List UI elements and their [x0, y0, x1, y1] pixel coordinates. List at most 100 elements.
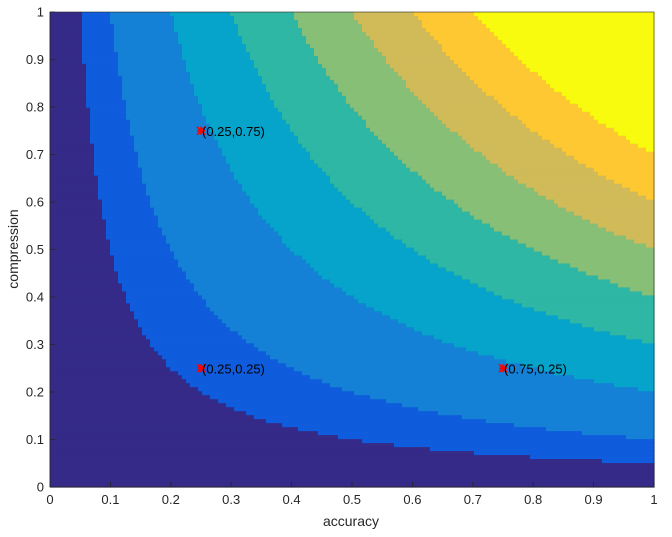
contour-band-cell — [558, 203, 655, 209]
contour-band-cell — [230, 167, 323, 173]
contour-band-cell — [422, 23, 487, 29]
contour-band-cell — [462, 275, 599, 281]
contour-band-cell — [226, 155, 311, 161]
contour-band-cell — [490, 27, 555, 33]
contour-band-cell — [50, 263, 115, 269]
contour-band-cell — [178, 35, 243, 41]
contour-band-cell — [214, 131, 295, 137]
contour-band-cell — [346, 291, 495, 296]
contour-band-cell — [86, 63, 119, 69]
contour-band-cell — [354, 12, 415, 17]
contour-band-cell — [122, 87, 195, 93]
contour-band-cell — [278, 231, 391, 237]
contour-band-cell — [494, 355, 655, 360]
contour-band-cell — [338, 87, 411, 93]
contour-band-cell — [50, 447, 431, 452]
contour-band-cell — [82, 35, 115, 41]
contour-band-cell — [258, 347, 467, 352]
contour-band-cell — [202, 103, 275, 109]
contour-band-cell — [314, 267, 447, 273]
contour-band-cell — [50, 59, 83, 65]
contour-band-cell — [174, 251, 295, 257]
contour-band-cell — [114, 259, 179, 265]
contour-band-cell — [398, 155, 487, 161]
contour-band-cell — [122, 75, 191, 81]
contour-band-cell — [270, 223, 379, 229]
contour-band-cell — [510, 111, 591, 117]
contour-band-cell — [310, 43, 375, 49]
contour-band-cell — [582, 215, 655, 221]
contour-band-cell — [242, 183, 335, 189]
contour-band-cell — [606, 19, 655, 25]
contour-band-cell — [50, 79, 87, 85]
x-tick-label: 0.9 — [585, 492, 603, 507]
contour-band-cell — [326, 171, 419, 177]
contour-band-cell — [246, 191, 343, 197]
contour-band-cell — [538, 131, 619, 137]
contour-band-cell — [458, 63, 527, 69]
contour-band-cell — [198, 387, 343, 392]
contour-band-cell — [162, 227, 275, 233]
contour-band-cell — [50, 351, 159, 356]
contour-band-cell — [50, 419, 267, 424]
contour-band-cell — [210, 395, 371, 400]
contour-band-cell — [50, 91, 87, 97]
contour-band-cell — [50, 355, 163, 360]
contour-band-cell — [562, 91, 635, 97]
contour-band-cell — [90, 131, 131, 137]
contour-band-cell — [466, 71, 539, 77]
contour-band-cell — [50, 455, 531, 460]
contour-band-cell — [354, 295, 503, 300]
contour-band-cell — [114, 263, 179, 269]
contour-band-cell — [586, 55, 651, 61]
contour-band-cell — [330, 75, 403, 81]
contour-band-cell — [414, 91, 487, 97]
contour-band-cell — [238, 27, 303, 33]
contour-band-cell — [286, 119, 367, 125]
contour-band-cell — [102, 203, 151, 209]
contour-band-cell — [362, 23, 423, 29]
contour-band-cell — [430, 447, 655, 452]
contour-band-cell — [290, 127, 371, 133]
contour-band-cell — [486, 91, 563, 97]
contour-band-cell — [430, 107, 507, 113]
contour-band-cell — [142, 171, 235, 177]
contour-band-cell — [238, 23, 299, 29]
point-label: (0.25,0.25) — [202, 361, 265, 376]
contour-band-cell — [50, 451, 475, 456]
contour-band-cell — [590, 111, 655, 117]
contour-band-cell — [50, 287, 123, 293]
contour-band-cell — [418, 15, 479, 21]
contour-band-cell — [298, 23, 363, 29]
y-tick-label: 0.6 — [26, 195, 44, 210]
contour-band-cell — [50, 147, 95, 153]
contour-band-cell — [170, 243, 287, 249]
contour-band-cell — [454, 59, 523, 65]
contour-band-cell — [158, 219, 267, 225]
contour-band-cell — [574, 375, 655, 380]
contour-band-cell — [390, 147, 475, 153]
contour-band-cell — [562, 147, 647, 153]
contour-band-cell — [50, 391, 203, 396]
contour-band-cell — [202, 295, 355, 300]
contour-band-cell — [322, 379, 595, 384]
contour-band-cell — [266, 351, 479, 356]
contour-band-cell — [278, 359, 507, 364]
contour-band-cell — [50, 303, 131, 308]
contour-band-cell — [310, 263, 439, 269]
contour-band-cell — [438, 39, 503, 45]
contour-band-cell — [314, 159, 403, 165]
x-tick-label: 0.1 — [101, 492, 119, 507]
contour-band-cell — [102, 199, 151, 205]
contour-band-cell — [110, 251, 175, 257]
contour-band-cell — [122, 95, 199, 101]
contour-band-cell — [526, 63, 595, 69]
contour-band-cell — [498, 99, 571, 105]
contour-band-cell — [98, 183, 147, 189]
contour-band-cell — [166, 239, 283, 245]
contour-band-cell — [50, 183, 99, 189]
contour-band-cell — [438, 411, 655, 416]
contour-band-cell — [610, 331, 655, 336]
contour-band-cell — [426, 27, 491, 33]
contour-band-cell — [82, 19, 111, 25]
